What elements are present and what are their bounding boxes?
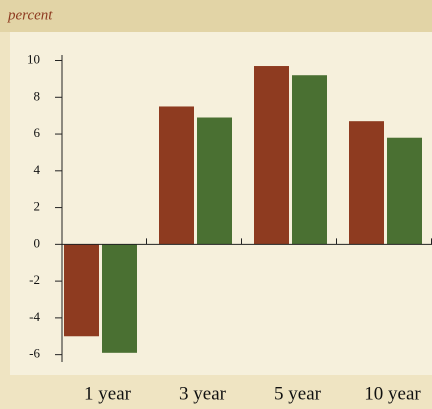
y-tick-label: 2	[34, 199, 41, 214]
bar	[349, 121, 384, 245]
y-tick-label: 0	[34, 235, 41, 250]
y-tick-label: 6	[34, 125, 41, 140]
x-tick-label: 10 year	[364, 383, 421, 404]
bar	[254, 66, 289, 245]
x-tick-label: 1 year	[84, 383, 132, 404]
bar	[197, 117, 232, 245]
x-tick-label: 5 year	[274, 383, 322, 404]
y-tick-label: 10	[27, 51, 40, 66]
y-tick-label: -4	[29, 309, 40, 324]
y-tick-label: 4	[34, 162, 41, 177]
bar	[292, 75, 327, 245]
bar	[387, 137, 422, 245]
y-tick-label: 8	[34, 88, 41, 103]
bar	[102, 244, 137, 353]
bar	[159, 106, 194, 245]
y-tick-label: -2	[29, 272, 40, 287]
y-axis-label: percent	[7, 7, 53, 23]
x-tick-label: 3 year	[179, 383, 227, 404]
y-tick-label: -6	[29, 346, 40, 361]
bar	[64, 244, 99, 337]
header-band	[0, 0, 432, 32]
